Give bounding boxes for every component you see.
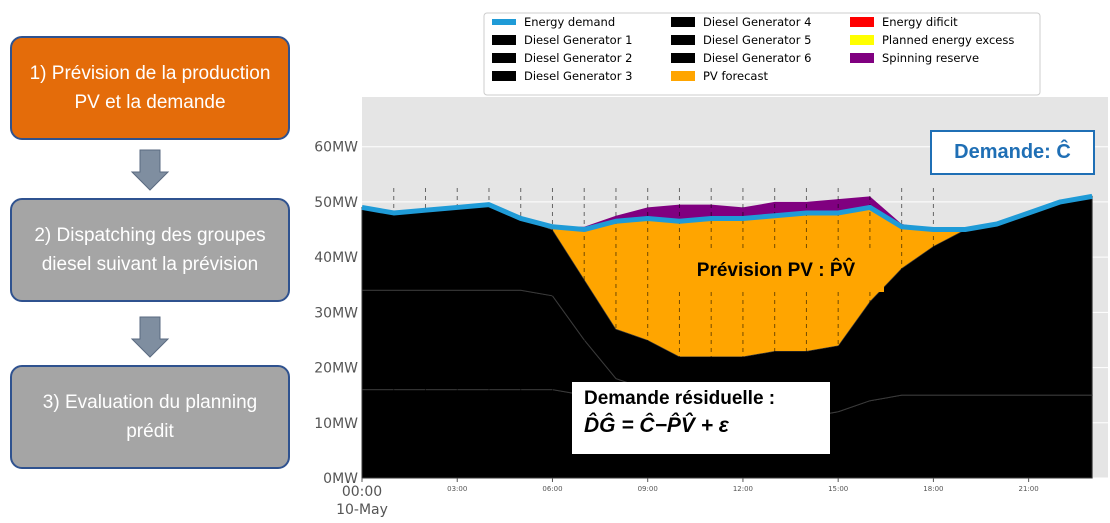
flow-arrow [130,149,170,191]
legend-swatch [492,53,516,63]
legend-swatch [671,17,695,27]
legend-label: Planned energy excess [882,33,1014,47]
legend-swatch [492,35,516,45]
flow-arrow [130,316,170,358]
x-tick-label: 03:00 [447,485,467,493]
x-tick-label: 09:00 [638,485,658,493]
legend-label: Diesel Generator 1 [524,33,632,47]
legend-swatch [671,53,695,63]
x-tick-label: 06:00 [542,485,562,493]
legend-label: Diesel Generator 6 [703,51,811,65]
step-box: 1) Prévision de la production PV et la d… [10,36,290,140]
y-tick-label: 0MW [323,471,358,487]
x-tick-label: 15:00 [828,485,848,493]
x-tick-label: 21:00 [1019,485,1039,493]
residual-title: Demande résiduelle : [584,388,776,409]
legend-label: Diesel Generator 5 [703,33,811,47]
legend-swatch [492,71,516,81]
y-tick-label: 40MW [314,250,358,266]
legend-label: Diesel Generator 3 [524,69,632,83]
y-tick-label: 10MW [314,416,358,432]
legend-swatch [671,35,695,45]
legend-swatch [850,17,874,27]
legend-swatch [850,53,874,63]
residual-formula: D̂Ĝ = Ĉ−P̂V̂ + ε [584,414,729,437]
legend-swatch [492,19,516,25]
legend-swatch [671,71,695,81]
legend-box [483,12,1041,96]
x-date-label: 10-May [336,502,388,518]
legend-label: PV forecast [703,69,768,83]
x-tick-label: 00:00 [342,484,382,500]
legend-label: Diesel Generator 2 [524,51,632,65]
area [362,196,1093,230]
demand-annotation: Demande: Ĉ [930,130,1095,175]
legend-label: Diesel Generator 4 [703,15,811,29]
residual-annotation: Demande résiduelle : D̂Ĝ = Ĉ−P̂V̂ + ε [572,382,830,454]
y-tick-label: 20MW [314,361,358,377]
legend-label: Energy demand [524,15,615,29]
legend-label: Spinning reserve [882,51,979,65]
legend-label: Energy dificit [882,15,958,29]
y-tick-label: 60MW [314,140,358,156]
step-box: 3) Evaluation du planning prédit [10,365,290,469]
y-tick-label: 50MW [314,195,358,211]
x-tick-label: 12:00 [733,485,753,493]
x-tick-label: 18:00 [923,485,943,493]
legend-swatch [850,35,874,45]
step-box: 2) Dispatching des groupes diesel suivan… [10,198,290,302]
demand-line [361,193,1093,233]
pv-annotation: Prévision PV : P̂V̂ [668,250,884,292]
y-tick-label: 30MW [314,305,358,321]
